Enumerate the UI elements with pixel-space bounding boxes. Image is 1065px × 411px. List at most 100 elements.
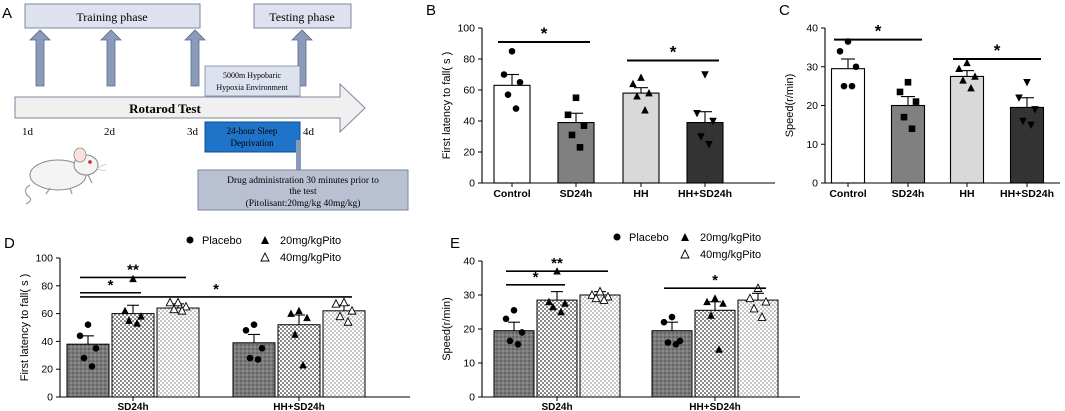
data-point [506, 337, 514, 345]
data-point [516, 78, 524, 86]
data-point [177, 305, 187, 315]
data-point [955, 64, 963, 72]
data-point [254, 356, 262, 363]
up-arrow-icon [184, 29, 206, 87]
drug-admin-box [197, 169, 409, 211]
bar-hh-sd24h [686, 122, 724, 184]
data-point [637, 73, 645, 81]
bar-hh [622, 92, 660, 184]
data-point [660, 318, 668, 326]
data-point [299, 360, 307, 369]
data-point [672, 341, 680, 348]
data-point [510, 307, 518, 314]
data-point [693, 109, 701, 118]
sleep-deprivation-box [204, 121, 301, 153]
data-point [339, 297, 349, 307]
legend-40mg-marker [260, 251, 270, 262]
bar-hh-sd24h-1 [277, 324, 321, 398]
y-tick-label: 10 [806, 139, 818, 151]
legend-e: Placebo 20mg/kgPito 40mg/kgPito [613, 232, 761, 261]
data-point [599, 295, 609, 304]
data-point [959, 76, 967, 84]
data-point [181, 301, 191, 311]
data-point [125, 316, 133, 324]
y-tick-label: 40 [806, 23, 818, 35]
legend-e-placebo: Placebo [629, 232, 669, 244]
drug-line-1: Drug administration 30 minutes prior to [227, 176, 379, 186]
data-point [557, 307, 565, 316]
data-point [88, 363, 96, 370]
data-point [84, 321, 92, 329]
significance-star: * [670, 43, 677, 62]
data-point [745, 293, 755, 303]
y-axis-label: First latency to fall( s ) [441, 52, 453, 160]
bar-hh-sd24h-0 [651, 330, 693, 398]
up-arrow-icon [291, 29, 313, 87]
day-4-label: 4d [303, 126, 315, 138]
bar-control [493, 84, 531, 184]
data-point [242, 326, 250, 334]
y-tick-label: 20 [806, 100, 818, 112]
data-point [668, 313, 676, 321]
testing-phase-box [253, 3, 352, 29]
chart-c: 0 10 20 30 40 Speed(r/min) Control SD24h HH HH+SD… [784, 22, 1060, 200]
bar-hh [949, 75, 985, 184]
sleep-line-2: Deprivation [231, 138, 274, 148]
y-axis-label: First latency to fall( s ) [19, 274, 31, 382]
day-3-label: 3d [187, 126, 199, 138]
y-tick-label: 20 [463, 324, 475, 336]
data-point [246, 354, 254, 362]
x-tick-label: SD24h [560, 188, 593, 200]
y-tick-label: 100 [35, 253, 53, 265]
y-tick-label: 30 [806, 61, 818, 73]
x-tick-label: HH+SD24h [1000, 188, 1054, 200]
data-point [664, 339, 672, 346]
data-point [697, 133, 705, 141]
bar-hh-sd24h [1009, 106, 1045, 184]
legend-d: Placebo 20mg/kgPito 40mg/kgPito [186, 235, 341, 264]
data-point [549, 302, 557, 311]
data-point [331, 298, 341, 308]
data-point [761, 296, 771, 306]
data-point [169, 304, 179, 314]
rotarod-arrow-icon [14, 82, 366, 134]
y-tick-label: 60 [463, 85, 475, 97]
data-point [92, 345, 100, 352]
panel-c-letter: C [779, 2, 790, 19]
data-point [545, 297, 553, 306]
training-phase-label: Training phase [76, 10, 147, 24]
panel-a: A Training phase Testing phase 5000m Hyp… [2, 3, 409, 211]
legend-e-20mg: 20mg/kgPito [700, 232, 761, 244]
data-point [912, 98, 920, 105]
significance-star: * [108, 277, 114, 294]
data-point [165, 297, 175, 307]
data-point [711, 294, 719, 302]
data-point [633, 92, 641, 100]
data-point [629, 79, 637, 88]
chart-d: 0 20 40 60 80 100 First latency to fall( s ) SD… [19, 253, 410, 411]
data-point [295, 306, 303, 315]
panel-d-letter: D [4, 235, 15, 252]
data-point [836, 47, 844, 55]
data-point [508, 47, 516, 55]
y-tick-label: 80 [41, 280, 53, 292]
data-point [587, 289, 597, 299]
data-point [1019, 117, 1027, 126]
data-point [963, 58, 971, 67]
data-point [1015, 94, 1023, 102]
drug-line-3: (Pitolisant:20mg/kg 40mg/kg) [246, 198, 361, 209]
data-point [137, 312, 145, 320]
y-tick-label: 40 [41, 336, 53, 348]
up-arrow-icon [100, 29, 122, 87]
data-point [133, 319, 141, 327]
significance-star: * [541, 24, 548, 43]
legend-d-40mg: 40mg/kgPito [280, 252, 341, 264]
y-tick-label: 10 [463, 358, 475, 370]
x-tick-label: SD24h [892, 188, 925, 200]
significance-star: * [533, 269, 539, 286]
y-tick-label: 60 [41, 308, 53, 320]
data-point [504, 91, 512, 98]
data-point [76, 332, 84, 340]
x-tick-label: HH+SD24h [689, 402, 740, 411]
legend-e-40mg: 40mg/kgPito [700, 249, 761, 261]
